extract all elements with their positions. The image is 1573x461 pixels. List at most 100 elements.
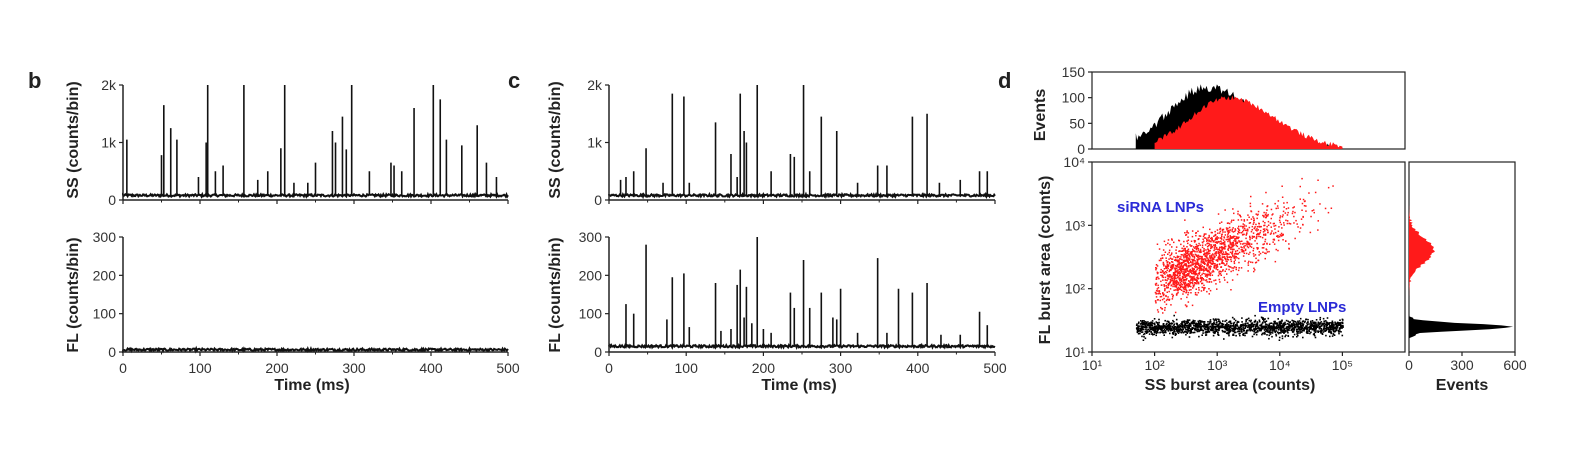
sirna-lnp-point bbox=[1175, 280, 1177, 282]
sirna-lnp-point bbox=[1217, 251, 1220, 253]
sirna-lnp-point bbox=[1226, 252, 1229, 255]
sirna-lnp-point bbox=[1234, 229, 1237, 231]
empty-lnp-point bbox=[1155, 332, 1158, 334]
sirna-lnp-point bbox=[1203, 266, 1205, 268]
sirna-lnp-point bbox=[1228, 266, 1231, 268]
sirna-lnp-point bbox=[1196, 280, 1198, 282]
sirna-lnp-point bbox=[1231, 237, 1233, 239]
empty-lnp-point bbox=[1140, 320, 1142, 322]
sirna-lnp-point bbox=[1205, 279, 1207, 282]
empty-lnp-point bbox=[1201, 321, 1204, 323]
empty-lnp-point bbox=[1331, 320, 1334, 323]
sirna-lnp-point bbox=[1173, 276, 1175, 278]
sirna-lnp-point bbox=[1180, 271, 1182, 274]
empty-lnp-point bbox=[1243, 324, 1246, 327]
sirna-lnp-point bbox=[1201, 259, 1204, 261]
sirna-lnp-point bbox=[1215, 266, 1218, 269]
sirna-lnp-point bbox=[1233, 248, 1235, 251]
empty-lnp-point bbox=[1266, 327, 1268, 329]
sirna-lnp-point bbox=[1186, 269, 1188, 271]
empty-lnp-point bbox=[1262, 318, 1264, 320]
sirna-lnp-point bbox=[1157, 311, 1160, 313]
empty-lnp-point bbox=[1316, 326, 1319, 328]
empty-lnp-point bbox=[1317, 323, 1319, 325]
sirna-lnp-point bbox=[1222, 269, 1224, 271]
sirna-lnp-point bbox=[1193, 246, 1195, 248]
sirna-lnp-point bbox=[1182, 293, 1184, 295]
empty-lnp-point bbox=[1140, 328, 1143, 331]
sirna-lnp-point bbox=[1185, 291, 1187, 294]
empty-lnp-point bbox=[1303, 326, 1306, 329]
empty-lnp-point bbox=[1248, 328, 1251, 330]
empty-lnp-point bbox=[1318, 325, 1321, 328]
sirna-lnp-point bbox=[1172, 283, 1174, 286]
sirna-lnp-point bbox=[1248, 253, 1250, 255]
sirna-lnp-point bbox=[1266, 225, 1268, 228]
sirna-lnp-point bbox=[1214, 241, 1217, 244]
sirna-lnp-point bbox=[1208, 250, 1210, 252]
empty-lnp-point bbox=[1237, 327, 1239, 330]
sirna-lnp-point bbox=[1170, 276, 1172, 278]
sirna-lnp-point bbox=[1215, 251, 1217, 253]
sirna-lnp-point bbox=[1174, 259, 1176, 261]
sirna-lnp-point bbox=[1180, 243, 1182, 246]
sirna-lnp-point bbox=[1280, 223, 1282, 226]
sirna-lnp-point bbox=[1250, 230, 1253, 233]
sirna-lnp-point bbox=[1246, 244, 1248, 246]
sirna-lnp-point bbox=[1253, 227, 1256, 229]
sirna-lnp-point bbox=[1195, 232, 1197, 234]
sirna-lnp-point bbox=[1175, 265, 1178, 268]
panel-c-fl-xtick-label: 500 bbox=[983, 360, 1007, 376]
empty-lnp-point bbox=[1195, 325, 1197, 328]
sirna-lnp-point bbox=[1192, 248, 1194, 251]
empty-lnp-point bbox=[1238, 330, 1241, 333]
sirna-lnp-point bbox=[1195, 263, 1197, 265]
sirna-lnp-point bbox=[1292, 210, 1294, 213]
sirna-lnp-point bbox=[1178, 264, 1180, 266]
sirna-lnp-point bbox=[1259, 231, 1261, 234]
empty-lnp-point bbox=[1297, 320, 1299, 323]
empty-lnp-point bbox=[1335, 328, 1338, 330]
empty-lnp-point bbox=[1217, 318, 1219, 321]
empty-lnp-point bbox=[1281, 326, 1284, 329]
empty-lnp-point bbox=[1219, 321, 1221, 324]
sirna-lnp-point bbox=[1190, 279, 1192, 281]
sirna-lnp-point bbox=[1201, 273, 1203, 276]
sirna-lnp-point bbox=[1278, 236, 1281, 238]
empty-lnp-point bbox=[1292, 327, 1294, 329]
empty-lnp-point bbox=[1326, 324, 1328, 326]
sirna-lnp-point bbox=[1275, 207, 1277, 210]
panel-c-xlabel: Time (ms) bbox=[761, 377, 836, 394]
sirna-lnp-point bbox=[1206, 238, 1208, 240]
sirna-lnp-point bbox=[1190, 265, 1192, 267]
sirna-lnp-point bbox=[1190, 272, 1193, 275]
sirna-lnp-point bbox=[1211, 271, 1213, 273]
empty-lnp-point bbox=[1205, 328, 1207, 330]
sirna-lnp-point bbox=[1258, 235, 1260, 238]
sirna-lnp-point bbox=[1252, 249, 1254, 252]
sirna-lnp-point bbox=[1216, 238, 1218, 241]
empty-lnp-point bbox=[1308, 326, 1310, 329]
sirna-lnp-point bbox=[1330, 207, 1333, 209]
sirna-lnp-point bbox=[1243, 247, 1245, 249]
empty-lnp-point bbox=[1187, 331, 1189, 333]
empty-lnp-point bbox=[1307, 321, 1309, 323]
empty-lnp-point bbox=[1154, 325, 1157, 328]
empty-lnp-point bbox=[1187, 324, 1189, 327]
empty-lnp-point bbox=[1301, 320, 1304, 323]
empty-lnp-point bbox=[1175, 328, 1177, 331]
empty-lnp-point bbox=[1216, 326, 1218, 328]
empty-lnp-point bbox=[1302, 323, 1305, 325]
empty-lnp-point bbox=[1198, 330, 1201, 332]
sirna-lnp-point bbox=[1255, 236, 1258, 239]
empty-lnp-point bbox=[1204, 323, 1207, 326]
sirna-lnp-point bbox=[1222, 251, 1225, 253]
empty-lnp-point bbox=[1329, 326, 1331, 328]
sirna-lnp-point bbox=[1166, 266, 1168, 269]
empty-lnp-point bbox=[1215, 329, 1218, 331]
sirna-lnp-point bbox=[1157, 290, 1159, 292]
sirna-lnp-point bbox=[1206, 281, 1208, 283]
empty-lnp-point bbox=[1214, 328, 1216, 331]
empty-lnp-point bbox=[1320, 321, 1323, 323]
